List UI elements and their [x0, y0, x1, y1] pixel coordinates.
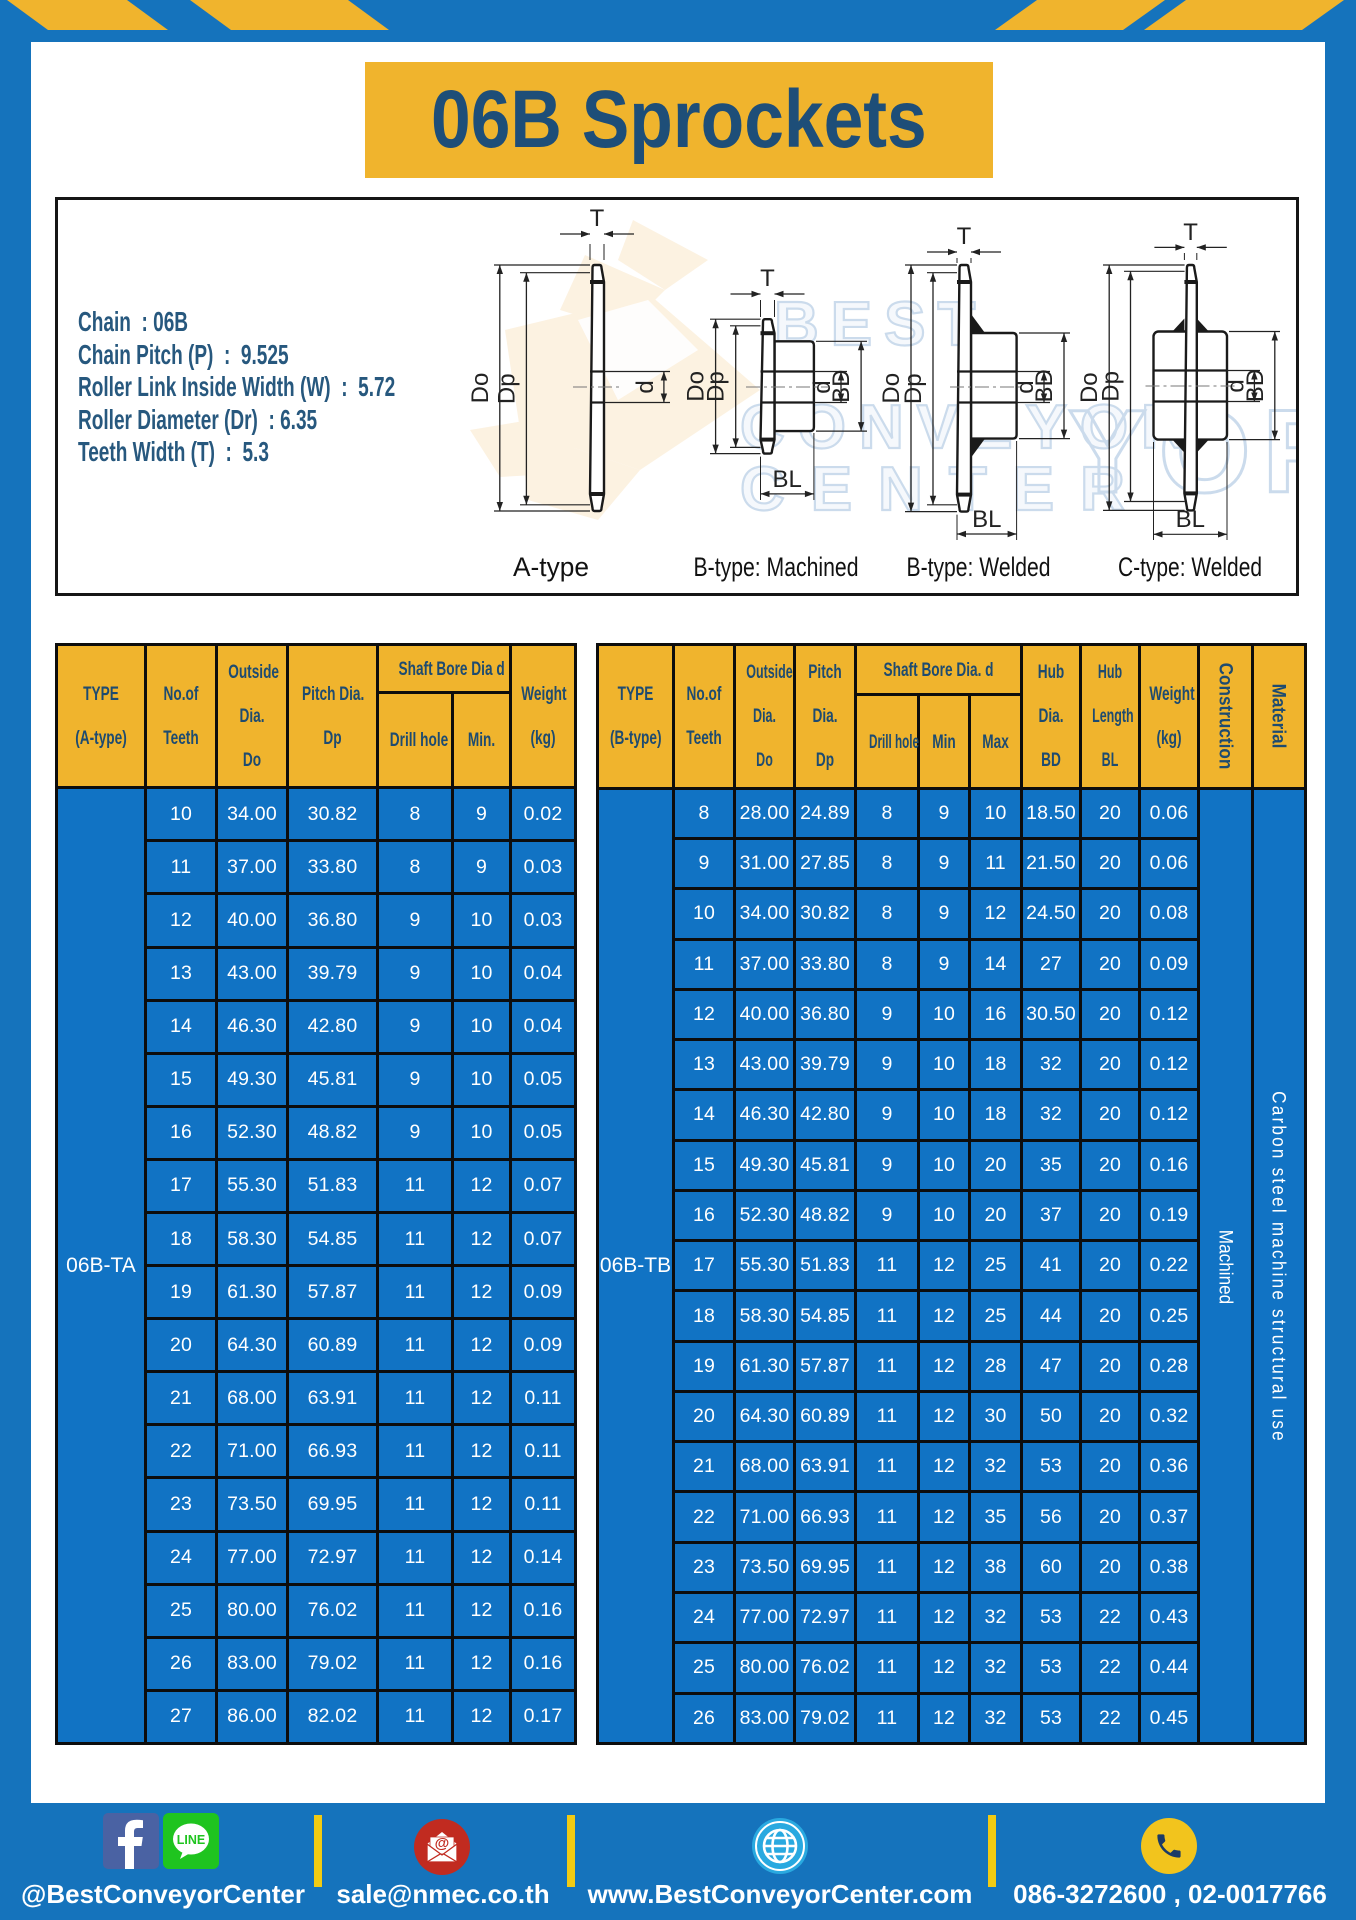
svg-text:BD: BD	[1242, 369, 1269, 402]
svg-text:Dp: Dp	[493, 373, 520, 404]
svg-text:T: T	[1183, 219, 1198, 246]
svg-text:Do: Do	[1076, 372, 1103, 403]
svg-text:BL: BL	[773, 466, 802, 493]
svg-text:BD: BD	[1031, 369, 1058, 402]
svg-text:BL: BL	[1176, 506, 1205, 533]
svg-text:T: T	[957, 223, 972, 250]
svg-text:d: d	[1222, 379, 1249, 392]
svg-text:T: T	[590, 205, 605, 232]
svg-text:B-type: Welded: B-type: Welded	[907, 552, 1051, 582]
svg-text:C-type: Welded: C-type: Welded	[1118, 552, 1262, 582]
svg-text:Dp: Dp	[900, 373, 927, 404]
svg-text:T: T	[760, 265, 775, 292]
svg-text:d: d	[1012, 380, 1039, 393]
svg-text:LINE: LINE	[177, 1833, 205, 1847]
svg-text:Do: Do	[683, 371, 710, 402]
svg-text:BD: BD	[828, 370, 855, 403]
svg-text:d: d	[632, 380, 659, 393]
svg-text:@: @	[435, 1835, 450, 1852]
svg-text:BEST: BEST	[774, 290, 987, 359]
svg-text:BL: BL	[972, 506, 1001, 533]
svg-text:Do: Do	[878, 373, 905, 404]
svg-text:Dp: Dp	[703, 371, 730, 402]
svg-text:B-type: Machined: B-type: Machined	[694, 552, 859, 582]
svg-text:Do: Do	[467, 373, 494, 404]
svg-text:A-type: A-type	[513, 552, 589, 582]
svg-text:d: d	[809, 380, 836, 393]
svg-text:Dp: Dp	[1098, 371, 1125, 402]
